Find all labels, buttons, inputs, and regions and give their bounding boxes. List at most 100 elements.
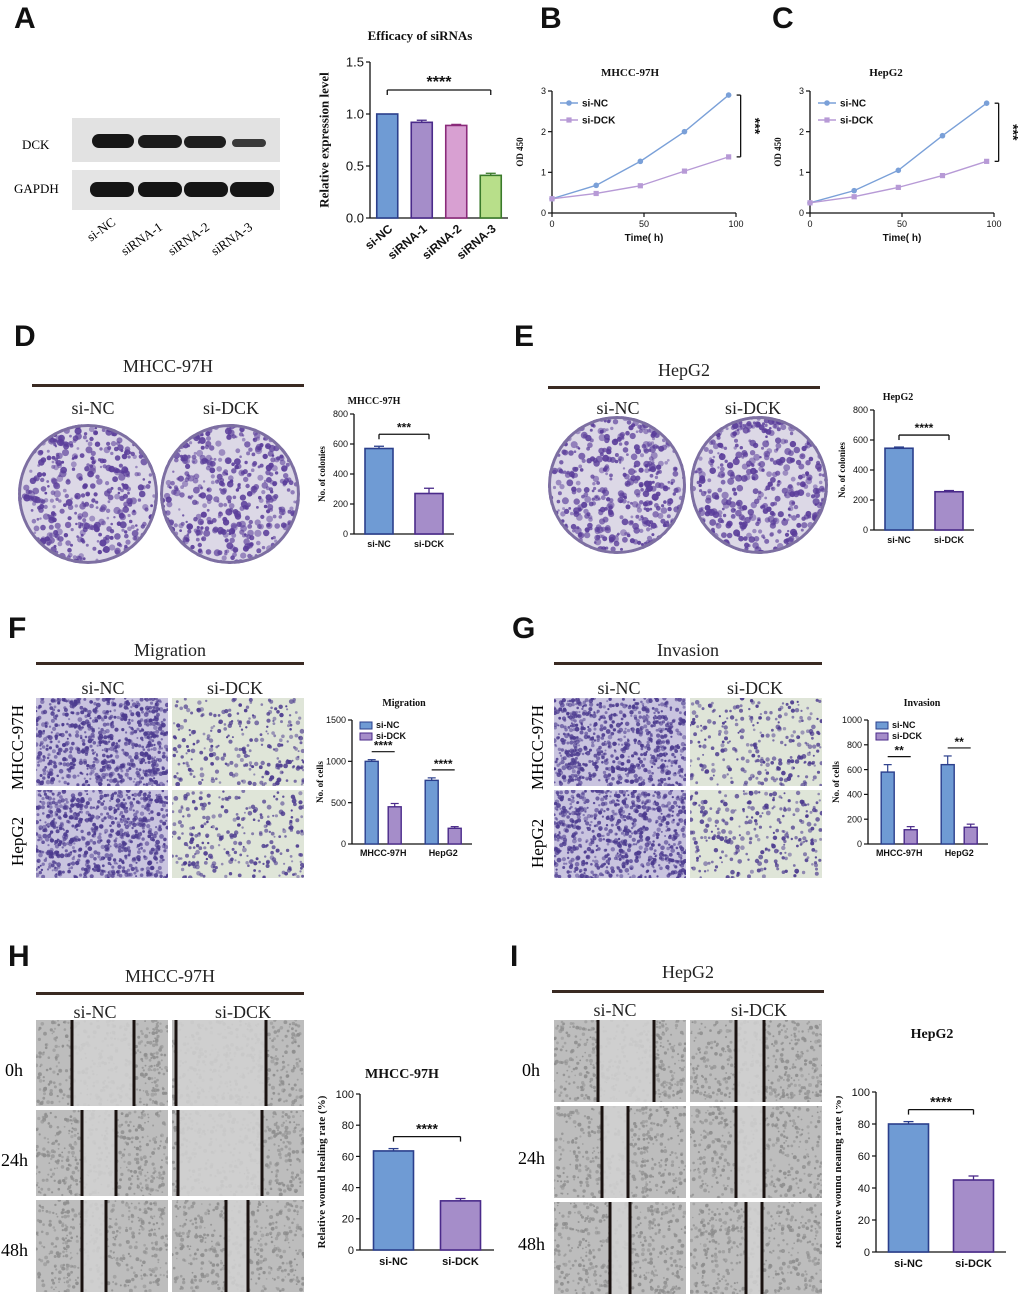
chart-b: 0 1 2 3 MHCC-97H OD 450 0 50 100 Time( h) si-NC si-… bbox=[515, 67, 763, 244]
y-axis-label: No. of cells bbox=[832, 761, 841, 803]
significance-label: ** bbox=[955, 735, 965, 749]
transwell-image bbox=[690, 790, 822, 878]
data-point bbox=[593, 182, 599, 189]
x-tick-label: si-DCK bbox=[414, 539, 445, 549]
panel-g-row-label: HepG2 bbox=[528, 818, 547, 868]
y-tick-label: 20 bbox=[858, 1215, 870, 1227]
bar bbox=[387, 806, 402, 845]
y-tick-label: 3 bbox=[799, 86, 804, 96]
x-tick-label: si-NC bbox=[887, 535, 911, 545]
panel-i-header: HepG2 bbox=[662, 962, 714, 982]
chart-a: 0.0 0.5 1.0 1.5 Efficacy of siRNAs Relative e… bbox=[316, 28, 508, 262]
y-tick-label: 60 bbox=[342, 1151, 354, 1163]
panel-g-group-label: si-DCK bbox=[726, 678, 783, 698]
y-tick-label: 200 bbox=[853, 495, 868, 505]
panel-d-group-label: si-DCK bbox=[202, 398, 259, 418]
x-axis-label: Time( h) bbox=[883, 233, 922, 244]
wound-image bbox=[690, 1106, 822, 1198]
bar bbox=[884, 447, 914, 531]
data-point bbox=[939, 132, 946, 139]
x-tick-label: 0 bbox=[549, 219, 554, 229]
wound-image bbox=[172, 1020, 304, 1106]
y-tick-label: 600 bbox=[853, 435, 868, 445]
micrograph-texture bbox=[36, 1110, 168, 1196]
legend-label: si-NC bbox=[376, 720, 400, 730]
panel-letter-e: E bbox=[514, 320, 535, 353]
legend-label: si-NC bbox=[892, 720, 916, 730]
panel-g-header: Invasion bbox=[657, 640, 719, 660]
y-axis-label: OD 450 bbox=[515, 137, 525, 167]
panel-d-group-label: si-NC bbox=[71, 398, 115, 418]
data-point bbox=[681, 128, 688, 135]
panel-letter-i: I bbox=[510, 940, 519, 973]
y-tick-label: 0 bbox=[863, 525, 868, 535]
micrograph-texture bbox=[160, 424, 300, 564]
y-tick-label: 80 bbox=[858, 1119, 870, 1131]
panel-f-row-label: MHCC-97H bbox=[8, 704, 27, 790]
wound-image bbox=[690, 1020, 822, 1102]
legend-label: si-DCK bbox=[840, 116, 874, 127]
colony-dish bbox=[690, 416, 828, 554]
panel-e-group-label: si-NC bbox=[596, 398, 640, 418]
colony-dish bbox=[18, 424, 158, 564]
bar bbox=[439, 1200, 482, 1251]
legend-label: si-NC bbox=[582, 99, 608, 110]
y-axis-label: Relative wound healing rate (%) bbox=[836, 1095, 844, 1248]
transwell-image bbox=[554, 698, 686, 786]
data-point bbox=[637, 183, 643, 189]
y-axis-label: No. of colonies bbox=[838, 442, 847, 498]
micrograph-texture bbox=[690, 416, 828, 554]
bar bbox=[479, 174, 503, 219]
y-tick-label: 1500 bbox=[326, 715, 346, 725]
x-tick-label: si-NC bbox=[367, 539, 391, 549]
legend-swatch bbox=[359, 732, 373, 741]
chart-title: MHCC-97H bbox=[601, 67, 659, 79]
y-tick-label: 0 bbox=[343, 529, 348, 539]
micrograph-texture bbox=[690, 1202, 822, 1294]
panel-f-group-label: si-NC bbox=[81, 678, 125, 698]
data-point bbox=[939, 172, 946, 179]
y-axis-label: Relative wound healing rate (%) bbox=[316, 1095, 328, 1248]
significance-label: **** bbox=[374, 739, 393, 753]
chart-title: HepG2 bbox=[911, 1027, 954, 1042]
transwell-image bbox=[690, 698, 822, 786]
legend-label: si-DCK bbox=[582, 116, 616, 127]
transwell-image bbox=[36, 698, 168, 786]
panel-h-group-label: si-DCK bbox=[214, 1002, 271, 1022]
y-tick-label: 0 bbox=[799, 208, 804, 218]
bar bbox=[444, 124, 468, 219]
wound-image bbox=[36, 1110, 168, 1196]
micrograph-texture bbox=[36, 1200, 168, 1292]
x-tick-label: MHCC-97H bbox=[360, 848, 407, 858]
panel-g-group-label: si-NC bbox=[597, 678, 641, 698]
y-axis-label: No. of cells bbox=[316, 761, 325, 803]
x-tick-label: MHCC-97H bbox=[876, 848, 923, 858]
y-tick-label: 500 bbox=[331, 798, 346, 808]
micrograph-texture bbox=[172, 790, 304, 878]
y-tick-label: 60 bbox=[858, 1151, 870, 1163]
x-tick-label: 50 bbox=[639, 219, 649, 229]
data-point bbox=[549, 196, 555, 202]
bar bbox=[424, 779, 439, 845]
y-axis-label: No. of colonies bbox=[318, 446, 327, 502]
data-point bbox=[895, 184, 901, 190]
chart-i: 0 20 40 60 80 100 HepG2 Relative wound healing … bbox=[836, 1027, 1006, 1270]
transwell-image bbox=[172, 698, 304, 786]
panel-h-row-label: 24h bbox=[1, 1150, 28, 1170]
panel-letter-d: D bbox=[14, 320, 36, 353]
significance-label: *** bbox=[397, 420, 411, 434]
y-tick-label: 80 bbox=[342, 1120, 354, 1132]
micrograph-texture bbox=[172, 1110, 304, 1196]
bar bbox=[940, 763, 955, 845]
micrograph-texture bbox=[172, 1020, 304, 1106]
blot-lane-label: siRNA-1 bbox=[118, 219, 166, 259]
x-tick-label: si-NC bbox=[379, 1256, 408, 1268]
wound-image bbox=[554, 1020, 686, 1102]
legend-marker bbox=[824, 100, 830, 106]
y-tick-label: 2 bbox=[799, 127, 804, 137]
panel-i-row-label: 0h bbox=[522, 1060, 540, 1080]
x-axis-label: Time( h) bbox=[625, 233, 664, 244]
y-tick-label: 800 bbox=[853, 405, 868, 415]
y-tick-label: 0 bbox=[348, 1245, 354, 1257]
